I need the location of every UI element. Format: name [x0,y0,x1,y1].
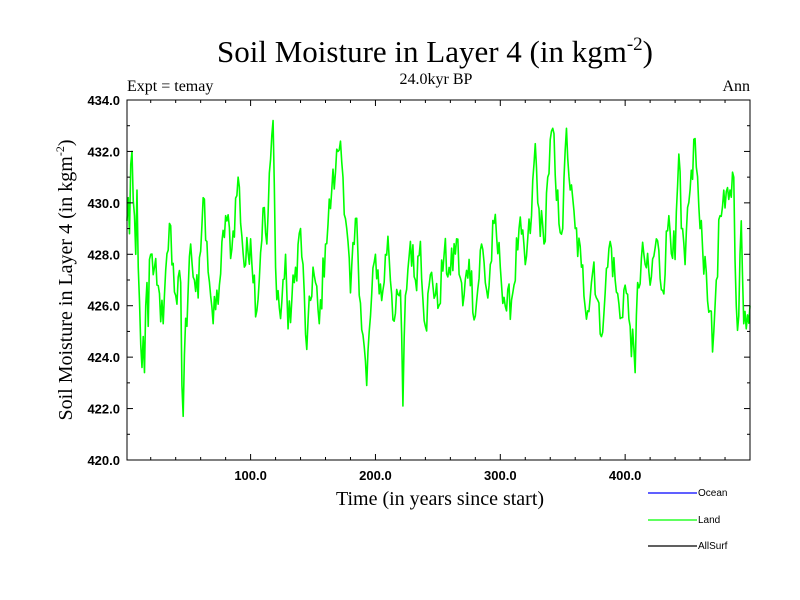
y-tick-label: 424.0 [87,350,120,365]
y-axis-label: Soil Moisture in Layer 4 (in kgm-2) [53,139,77,420]
x-axis-ticks: 100.0 200.0 300.0 400.0 [150,100,726,483]
series-group [126,119,751,418]
y-tick-label: 428.0 [87,247,120,262]
y-tick-label: 434.0 [87,93,120,108]
chart-title: Soil Moisture in Layer 4 (in kgm-2) [217,34,653,69]
y-tick-label: 420.0 [87,453,120,468]
y-tick-label: 432.0 [87,144,120,159]
x-tick-label: 200.0 [359,468,392,483]
y-axis-label-text: Soil Moisture in Layer 4 (in kgm [55,156,77,421]
y-tick-label: 430.0 [87,196,120,211]
x-tick-label: 400.0 [609,468,642,483]
y-axis-ticks: 420.0 422.0 424.0 426.0 428.0 430.0 432.0 434.0 [87,93,750,468]
chart-title-close: ) [643,34,653,69]
season-label: Ann [722,78,750,95]
x-tick-label: 100.0 [234,468,267,483]
experiment-label: Expt = temay [127,78,213,95]
x-axis-label: Time (in years since start) [336,488,544,510]
chart-title-text: Soil Moisture in Layer 4 (in kgm [217,34,627,69]
y-tick-label: 422.0 [87,402,120,417]
chart-title-superscript: -2 [627,34,643,55]
legend-label-land: Land [698,515,720,526]
y-axis-label-close: ) [55,139,77,146]
legend: Ocean Land AllSurf [648,488,728,552]
legend-label-allsurf: AllSurf [698,541,728,552]
y-axis-label-superscript: -2 [53,146,67,156]
period-label: 24.0kyr BP [400,71,473,88]
x-tick-label: 300.0 [484,468,517,483]
series-line-land [126,119,751,418]
legend-label-ocean: Ocean [698,488,727,499]
y-tick-label: 426.0 [87,299,120,314]
